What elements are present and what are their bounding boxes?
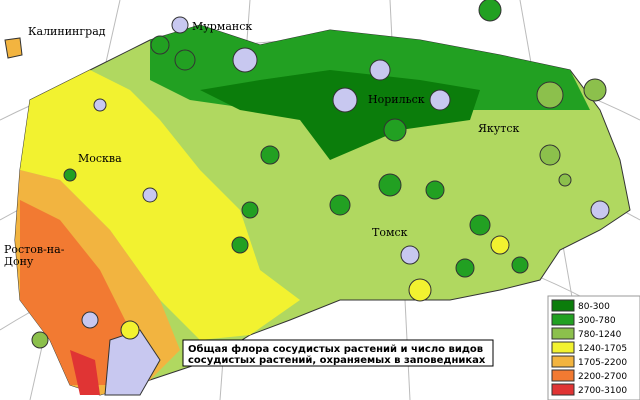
reserve-circle (142, 187, 158, 203)
title-box (182, 339, 494, 367)
reserve-circle (241, 201, 259, 219)
reserve-circle (583, 78, 607, 102)
reserve-circle (231, 236, 249, 254)
legend-label: 1705-2200 (578, 358, 627, 368)
reserve-circle (63, 168, 77, 182)
reserve-circle (383, 118, 407, 142)
city-label: Ростов-на- (4, 243, 65, 256)
reserve-circle (332, 87, 358, 113)
legend-swatch (551, 355, 575, 368)
reserve-circles (31, 0, 610, 349)
legend-swatch (551, 341, 575, 354)
zone-south (70, 350, 100, 395)
reserve-circle (93, 98, 107, 112)
reserve-circle (469, 214, 491, 236)
zone-yellow (20, 70, 300, 340)
reserve-circle (120, 320, 140, 340)
city-label: Томск (372, 226, 408, 239)
reserve-circle (260, 145, 280, 165)
city-label: Калининград (28, 25, 106, 38)
reserve-circle (174, 49, 196, 71)
reserve-circle (425, 180, 445, 200)
reserve-circle (369, 59, 391, 81)
map-title: сосудистых растений, охраняемых в запове… (188, 355, 486, 366)
reserve-circle (378, 173, 402, 197)
legend-swatch (551, 313, 575, 326)
reserve-circle (558, 173, 572, 187)
reserve-circle (400, 245, 420, 265)
zone-red (20, 200, 130, 385)
reserve-circle (171, 16, 189, 34)
city-label: Дону (4, 255, 34, 268)
legend-label: 300-780 (578, 316, 616, 326)
reserve-circle (478, 0, 502, 22)
reserve-circle (329, 194, 351, 216)
reserve-circle (31, 331, 49, 349)
reserve-circle (536, 81, 564, 109)
legend-swatch (551, 327, 575, 340)
reserve-circle (539, 144, 561, 166)
legend-label: 780-1240 (578, 330, 622, 340)
legend-swatch (551, 299, 575, 312)
reserve-circle (150, 35, 170, 55)
legend-swatch (551, 383, 575, 396)
kaliningrad (4, 37, 23, 59)
city-label: Якутск (478, 122, 519, 135)
reserve-circle (232, 47, 258, 73)
zone-arctic (200, 70, 480, 160)
legend-label: 80-300 (578, 302, 610, 312)
legend-swatch (551, 369, 575, 382)
reserve-circle (590, 200, 610, 220)
map-title: Общая флора сосудистых растений и число … (188, 343, 483, 355)
reserve-circle (81, 311, 99, 329)
reserve-circle (511, 256, 529, 274)
legend-label: 2200-2700 (578, 372, 627, 382)
reserve-circle (490, 235, 510, 255)
reserve-circle (408, 278, 432, 302)
legend-label: 2700-3100 (578, 386, 627, 396)
city-label: Норильск (368, 93, 425, 106)
city-label: Москва (78, 152, 122, 165)
city-label: Мурманск (192, 20, 252, 33)
reserve-circle (455, 258, 475, 278)
legend-label: 1240-1705 (578, 344, 627, 354)
reserve-circle (429, 89, 451, 111)
